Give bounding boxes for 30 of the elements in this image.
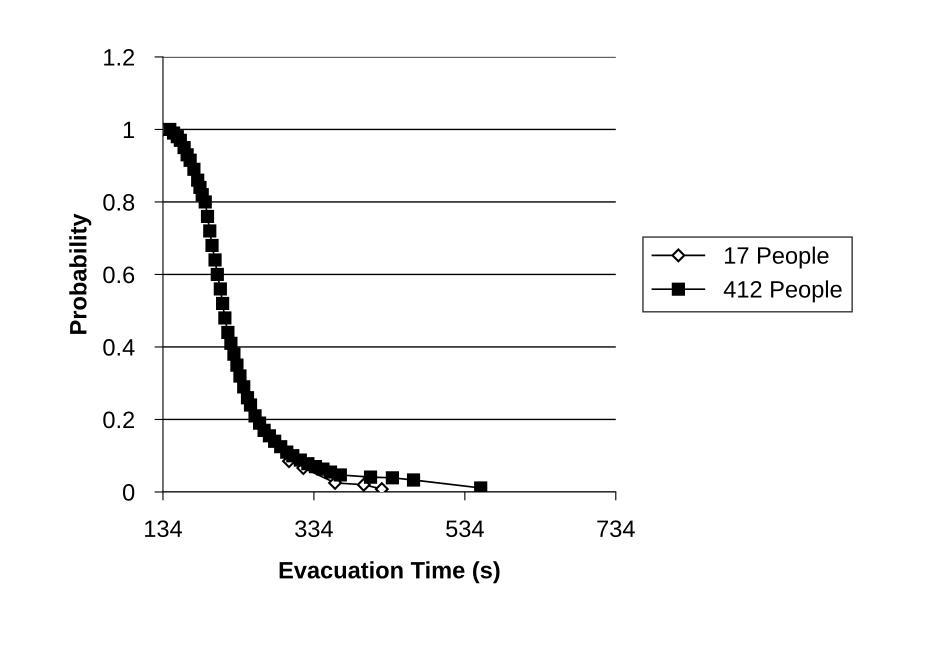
legend-label: 17 People bbox=[725, 246, 829, 269]
point bbox=[334, 468, 347, 482]
point bbox=[200, 210, 214, 224]
y-tick-label: 0.2 bbox=[103, 412, 134, 428]
point bbox=[474, 481, 488, 492]
y-axis-title: Probability bbox=[69, 214, 92, 334]
y-tick-label: 1 bbox=[124, 122, 134, 138]
point bbox=[216, 296, 230, 310]
x-tick-label: 134 bbox=[145, 520, 182, 538]
y-tick-label: 1.2 bbox=[104, 49, 134, 66]
y-tick-label: 0.8 bbox=[103, 194, 134, 211]
point bbox=[214, 282, 227, 296]
point bbox=[210, 268, 224, 282]
x-tick-label: 734 bbox=[597, 520, 635, 538]
x-tick-label: 334 bbox=[295, 520, 333, 538]
point bbox=[406, 473, 420, 487]
point bbox=[203, 224, 216, 238]
y-tick-label: 0.6 bbox=[103, 266, 134, 284]
point bbox=[208, 253, 222, 267]
x-tick-label: 534 bbox=[446, 520, 484, 538]
y-tick-label: 0.4 bbox=[103, 339, 135, 356]
point bbox=[237, 380, 250, 394]
x-axis-title: Evacuation Time (s) bbox=[280, 561, 500, 584]
legend-label: 412 People bbox=[724, 280, 842, 302]
point bbox=[218, 311, 232, 325]
point bbox=[364, 470, 378, 484]
point bbox=[198, 195, 212, 209]
point bbox=[205, 238, 219, 252]
point bbox=[386, 471, 399, 484]
y-tick-label: 0 bbox=[122, 484, 134, 501]
